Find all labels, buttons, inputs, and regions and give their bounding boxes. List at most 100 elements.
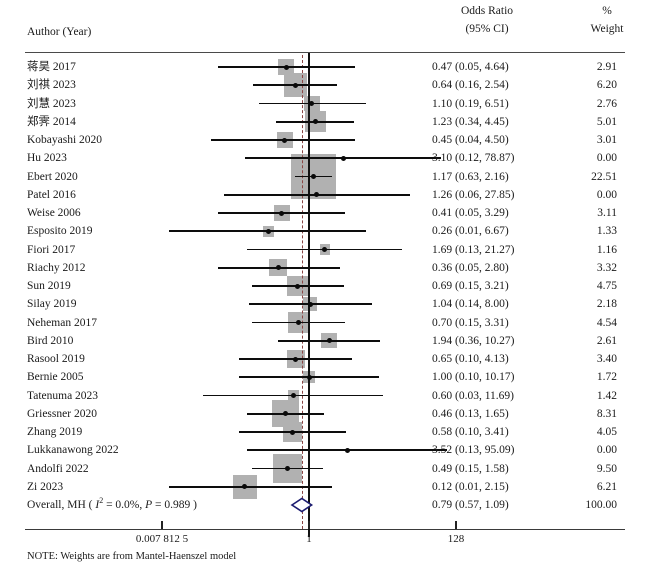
- x-axis-tick-label: 0.007 812 5: [135, 533, 189, 545]
- overall-label-pre: Overall, MH (: [27, 499, 96, 511]
- study-or-ci-value: 0.45 (0.04, 4.50): [432, 134, 509, 146]
- study-weight-value: 1.16: [596, 243, 617, 256]
- or-column-header-line1: Odds Ratio: [460, 5, 514, 17]
- point-estimate-marker: [322, 247, 328, 252]
- header-separator-line: [25, 52, 625, 53]
- point-estimate-marker: [306, 374, 312, 380]
- point-estimate-marker: [284, 466, 290, 471]
- study-author-label: Griessner 2020: [27, 407, 97, 420]
- study-weight-value: 1.42: [596, 389, 617, 402]
- study-or-ci-value: 0.64 (0.16, 2.54): [432, 79, 509, 92]
- study-author-label: Patel 2016: [27, 188, 76, 201]
- study-author-label: 郑霁 2014: [27, 115, 76, 128]
- point-estimate-marker: [295, 320, 301, 325]
- study-author-label: Zhang 2019: [27, 426, 83, 438]
- point-estimate-marker: [265, 228, 271, 234]
- overall-row-label: Overall, MH ( I2 = 0.0%, P = 0.989 ): [27, 496, 197, 514]
- study-or-ci-value: 0.65 (0.10, 4.13): [432, 353, 509, 365]
- point-estimate-marker: [291, 393, 297, 398]
- null-effect-ref-line: [308, 53, 310, 537]
- study-weight-value: 4.05: [596, 426, 617, 438]
- study-author-label: Hu 2023: [27, 152, 67, 165]
- point-estimate-marker: [279, 210, 285, 216]
- study-weight-value: 5.01: [596, 115, 617, 128]
- point-estimate-marker: [313, 192, 319, 198]
- study-author-label: Kobayashi 2020: [27, 134, 103, 146]
- study-or-ci-value: 0.36 (0.05, 2.80): [432, 261, 509, 274]
- overall-weight-value: 100.00: [585, 499, 617, 511]
- point-estimate-marker: [283, 64, 289, 70]
- author-column-header: Author (Year): [27, 26, 92, 38]
- point-estimate-marker: [326, 338, 332, 344]
- study-author-label: 刘慧 2023: [27, 97, 76, 110]
- study-weight-value: 0.00: [596, 152, 617, 165]
- study-weight-value: 2.91: [596, 61, 617, 73]
- study-author-label: Neheman 2017: [27, 316, 97, 329]
- point-estimate-marker: [340, 155, 346, 161]
- weight-column-header-line1: %: [602, 5, 612, 17]
- overall-label-p: P: [145, 499, 153, 511]
- overall-label-post: = 0.989 ): [152, 499, 197, 511]
- study-weight-value: 0.00: [596, 444, 617, 457]
- study-or-ci-value: 1.04 (0.14, 8.00): [432, 298, 509, 311]
- point-estimate-marker: [293, 356, 299, 362]
- study-or-ci-value: 1.00 (0.10, 10.17): [432, 371, 515, 384]
- study-author-label: 蒋昊 2017: [27, 61, 76, 73]
- study-author-label: Weise 2006: [27, 207, 81, 219]
- study-weight-value: 8.31: [596, 407, 617, 420]
- study-or-ci-value: 1.17 (0.63, 2.16): [432, 170, 509, 183]
- point-estimate-marker: [282, 137, 288, 143]
- study-or-ci-value: 0.49 (0.15, 1.58): [432, 462, 509, 475]
- or-column-header-line2: (95% CI): [465, 23, 509, 35]
- study-weight-value: 6.20: [596, 79, 617, 92]
- ci-line: [169, 485, 333, 488]
- study-weight-value: 3.32: [596, 261, 617, 274]
- study-author-label: Rasool 2019: [27, 353, 85, 365]
- study-author-label: Esposito 2019: [27, 225, 93, 238]
- overall-estimate-dashed-line: [301, 55, 303, 529]
- study-author-label: 刘祺 2023: [27, 79, 76, 92]
- study-weight-value: 3.40: [596, 353, 617, 365]
- study-weight-value: 1.72: [596, 371, 617, 384]
- study-or-ci-value: 1.69 (0.13, 21.27): [432, 243, 515, 256]
- study-author-label: Bernie 2005: [27, 371, 84, 384]
- study-weight-value: 4.75: [596, 280, 617, 292]
- study-author-label: Sun 2019: [27, 280, 71, 292]
- overall-label-mid: = 0.0%,: [103, 499, 146, 511]
- point-estimate-marker: [242, 484, 248, 490]
- point-estimate-marker: [312, 119, 318, 125]
- point-estimate-marker: [344, 447, 350, 453]
- weight-column-header-line2: Weight: [590, 23, 624, 35]
- study-weight-value: 2.18: [596, 298, 617, 311]
- study-author-label: Zi 2023: [27, 480, 64, 493]
- study-author-label: Bird 2010: [27, 334, 74, 347]
- x-axis-tick-label: 128: [447, 533, 465, 545]
- study-weight-value: 3.01: [596, 134, 617, 146]
- overall-or-ci-value: 0.79 (0.57, 1.09): [432, 499, 509, 511]
- point-estimate-marker: [311, 174, 317, 179]
- x-axis-tick: [455, 521, 457, 529]
- point-estimate-marker: [292, 82, 298, 88]
- x-axis-line: [25, 529, 625, 531]
- study-or-ci-value: 0.69 (0.15, 3.21): [432, 280, 509, 292]
- study-author-label: Tatenuma 2023: [27, 389, 99, 402]
- study-weight-value: 3.11: [597, 207, 617, 219]
- x-axis-tick: [308, 521, 310, 529]
- study-or-ci-value: 3.52 (0.13, 95.09): [432, 444, 515, 457]
- study-weight-value: 4.54: [596, 316, 617, 329]
- point-estimate-marker: [295, 283, 301, 289]
- study-author-label: Andolfi 2022: [27, 462, 89, 475]
- study-weight-value: 2.61: [596, 334, 617, 347]
- overall-label-sup: 2: [99, 496, 104, 506]
- x-axis-tick-label: 1: [306, 533, 312, 545]
- study-author-label: Fiori 2017: [27, 243, 76, 256]
- x-axis-tick: [161, 521, 163, 529]
- study-weight-value: 6.21: [596, 480, 617, 493]
- study-weight-value: 0.00: [596, 188, 617, 201]
- study-author-label: Silay 2019: [27, 298, 77, 311]
- study-or-ci-value: 1.23 (0.34, 4.45): [432, 115, 509, 128]
- study-or-ci-value: 0.41 (0.05, 3.29): [432, 207, 509, 219]
- study-or-ci-value: 0.12 (0.01, 2.15): [432, 480, 509, 493]
